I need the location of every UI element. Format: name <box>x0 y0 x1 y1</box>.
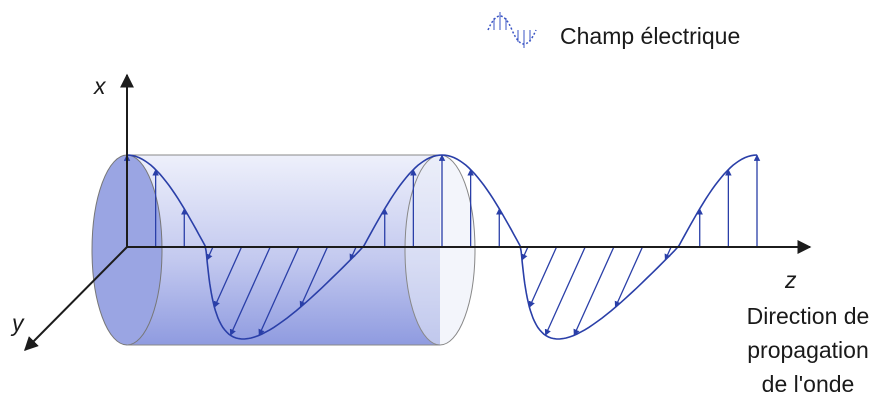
y-axis-label: y <box>10 310 25 336</box>
page: x y z Champ électrique Direction de prop… <box>0 0 887 404</box>
field-vector <box>615 247 642 307</box>
field-vector <box>522 247 528 260</box>
field-vector <box>545 247 585 335</box>
caption-line: de l'onde <box>762 371 855 397</box>
x-axis-label: x <box>93 73 107 99</box>
diagram: x y z Champ électrique Direction de prop… <box>0 0 887 404</box>
field-vector <box>529 247 556 307</box>
cylinder <box>92 155 475 345</box>
z-axis-label: z <box>784 267 797 293</box>
caption-line: Direction de <box>747 303 870 329</box>
legend-icon <box>488 12 536 48</box>
field-vector <box>574 247 614 335</box>
legend-label: Champ électrique <box>560 23 740 49</box>
caption-line: propagation <box>747 337 869 363</box>
